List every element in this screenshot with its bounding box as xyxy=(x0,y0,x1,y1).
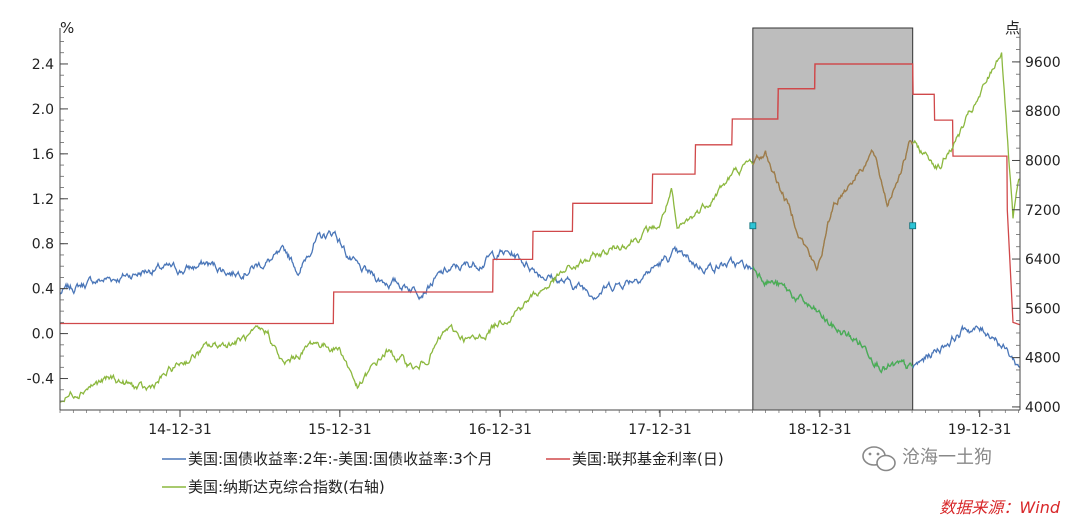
left-tick-label: 2.4 xyxy=(32,57,54,73)
x-tick-label: 19-12-31 xyxy=(948,422,1012,438)
right-tick-label: 5600 xyxy=(1025,301,1061,317)
left-tick-label: 0.0 xyxy=(32,327,54,343)
left-tick-label: 1.2 xyxy=(32,192,54,208)
series-layer xyxy=(59,52,1020,403)
shaded-region xyxy=(752,27,914,411)
left-tick-label: 2.0 xyxy=(32,102,54,118)
wechat-icon xyxy=(862,446,896,472)
left-tick-label: 1.6 xyxy=(32,147,54,163)
region-handle-end xyxy=(909,222,917,230)
right-tick-label: 8000 xyxy=(1025,153,1061,169)
left-tick-label: 0.8 xyxy=(32,237,54,253)
right-tick-label: 6400 xyxy=(1025,252,1061,268)
right-tick-label: 7200 xyxy=(1025,203,1061,219)
x-tick-label: 15-12-31 xyxy=(308,422,372,438)
watermark: 沧海一土狗 xyxy=(862,446,992,472)
legend-label-1: 美国:国债收益率:2年:-美国:国债收益率:3个月 xyxy=(188,450,493,468)
x-tick-label: 14-12-31 xyxy=(148,422,212,438)
data-source: 数据来源：Wind xyxy=(939,498,1060,517)
region-handle-start xyxy=(749,222,757,230)
right-tick-label: 4800 xyxy=(1025,351,1061,367)
series-highlight-1 xyxy=(752,266,913,374)
left-axis-unit: % xyxy=(60,19,74,37)
watermark-text: 沧海一土狗 xyxy=(902,447,992,468)
left-tick-label: -0.4 xyxy=(27,372,54,388)
legend: 美国:国债收益率:2年:-美国:国债收益率:3个月 美国:联邦基金利率(日) 美国:… xyxy=(162,450,724,496)
x-tick-label: 17-12-31 xyxy=(628,422,692,438)
x-tick-label: 18-12-31 xyxy=(788,422,852,438)
legend-label-2: 美国:联邦基金利率(日) xyxy=(572,450,724,468)
right-tick-label: 9600 xyxy=(1025,55,1061,71)
right-axis-unit: 点 xyxy=(1005,19,1020,37)
axes xyxy=(59,28,1021,417)
tick-labels: 2.4 2.0 1.6 1.2 0.8 0.4 0.0 -0.4 9600 8800 8000 720… xyxy=(27,55,1061,438)
series-line-2 xyxy=(60,63,1020,326)
series-highlight-3 xyxy=(752,140,913,272)
x-tick-label: 16-12-31 xyxy=(468,422,532,438)
left-tick-label: 0.4 xyxy=(32,282,54,298)
right-tick-label: 4000 xyxy=(1025,400,1061,416)
right-tick-label: 8800 xyxy=(1025,104,1061,120)
legend-label-3: 美国:纳斯达克综合指数(右轴) xyxy=(188,478,385,496)
